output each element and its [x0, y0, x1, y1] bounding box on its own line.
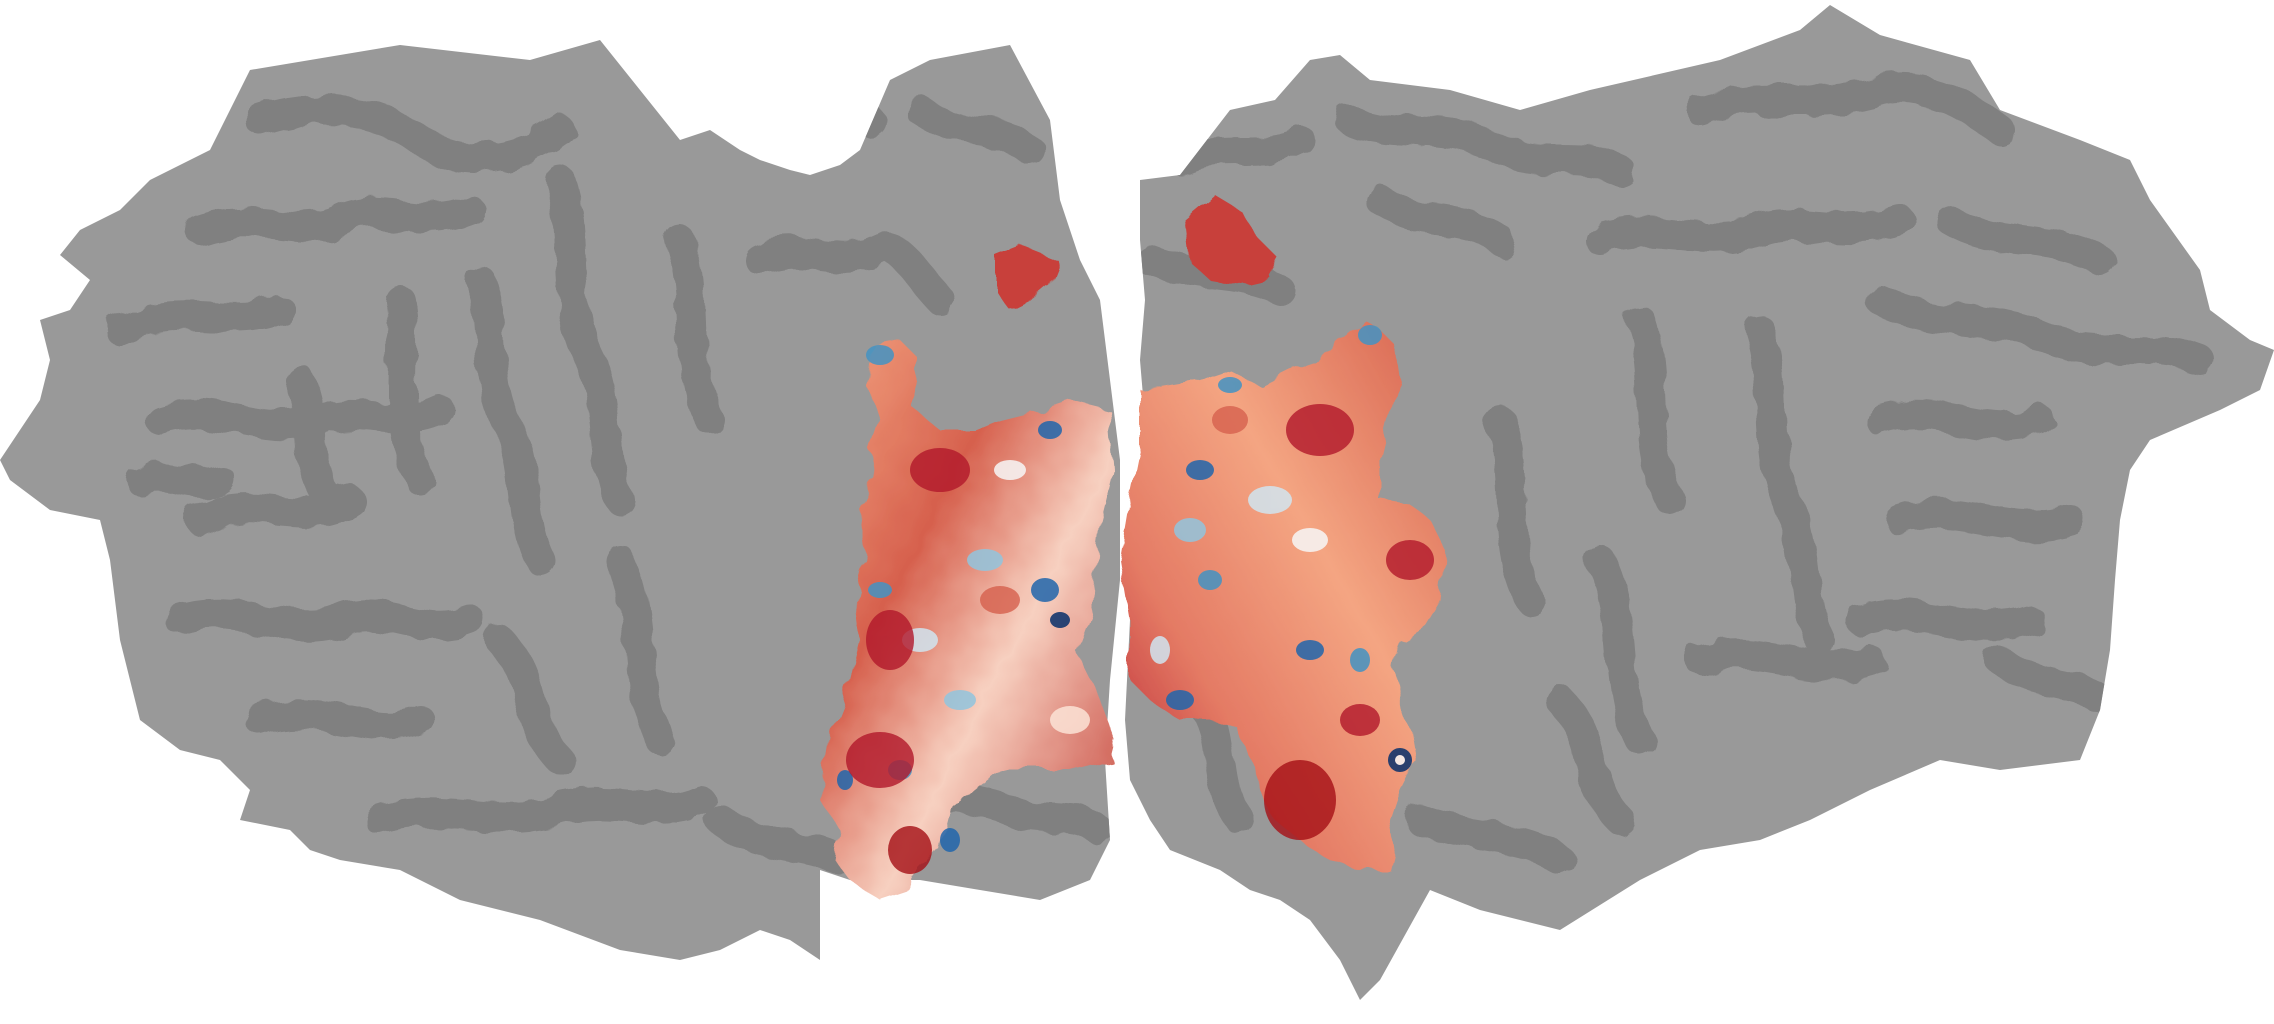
left-overlay-blue-spots: [837, 345, 1090, 852]
left-overlay-small-patch: [995, 245, 1058, 310]
right-overlay-small-patch: [1185, 195, 1280, 285]
left-overlay-dark-red-spots: [846, 448, 1020, 874]
right-overlay-dark-red-spots: [1212, 404, 1434, 840]
left-hemisphere: [0, 40, 1120, 960]
right-hemisphere: [1120, 5, 2274, 1000]
right-overlay-blue-spots: [1150, 325, 1412, 772]
right-hemisphere-sulci: [1135, 72, 2215, 875]
left-hemisphere-sulci: [105, 75, 1115, 875]
